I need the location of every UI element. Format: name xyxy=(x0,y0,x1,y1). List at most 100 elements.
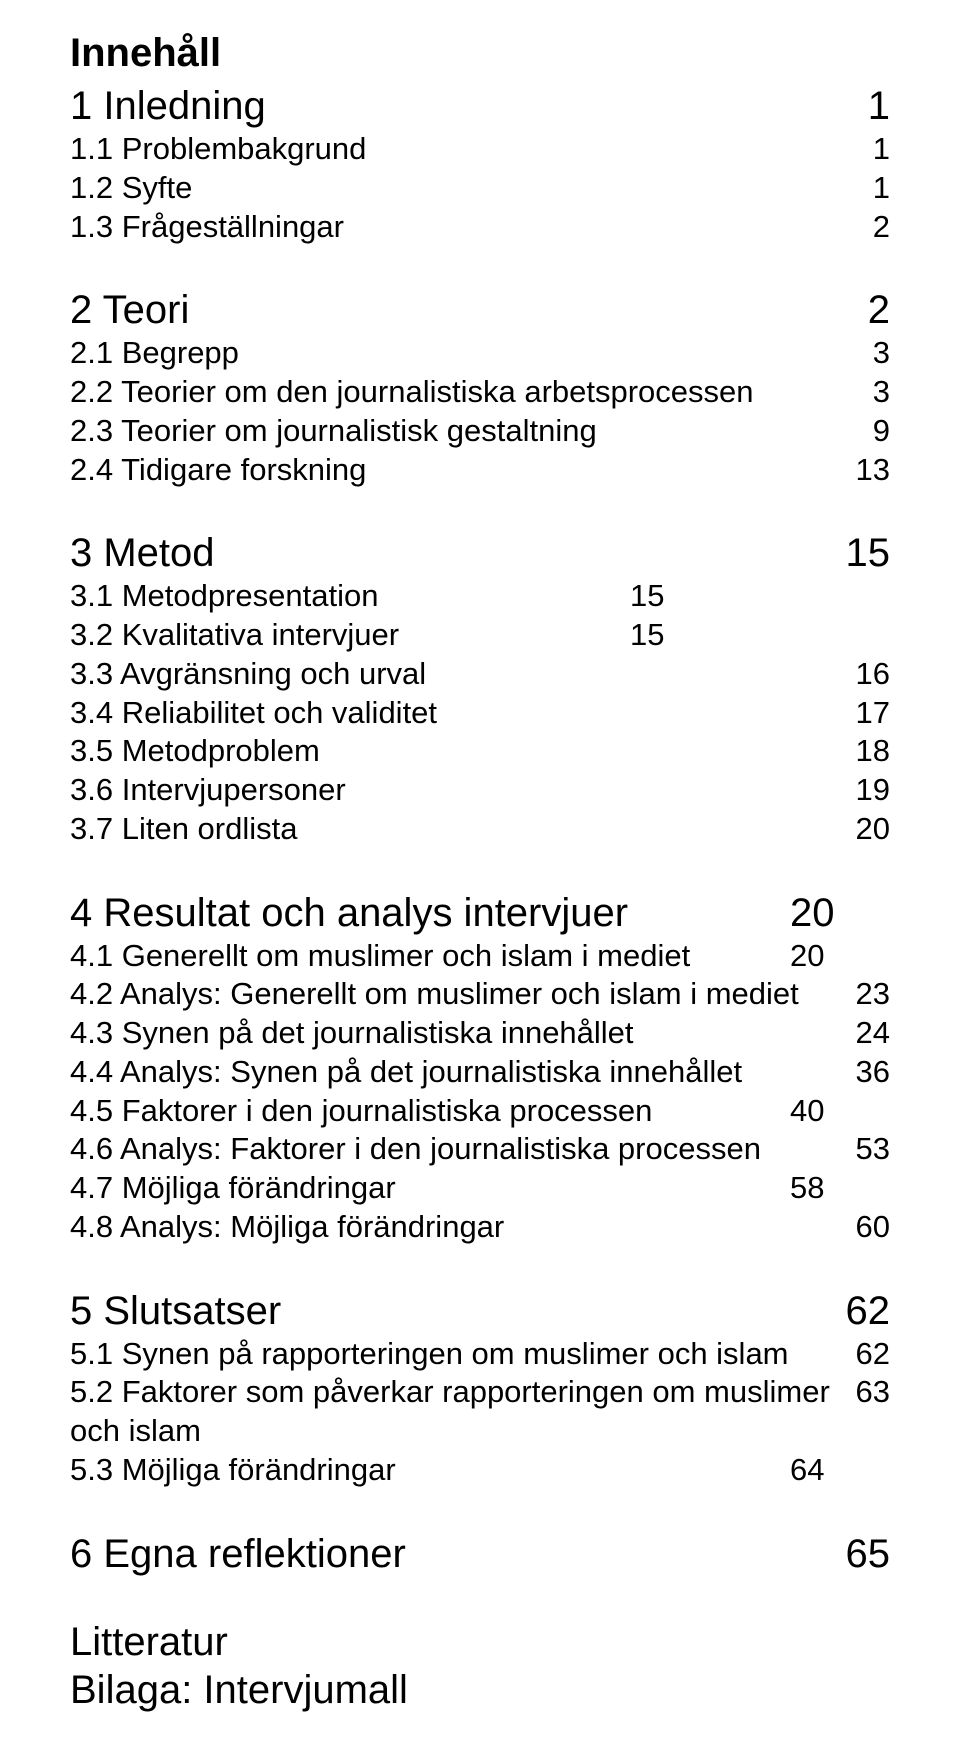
toc-entry-label: 3.7 Liten ordlista xyxy=(70,810,297,849)
toc-entry-label: 3.3 Avgränsning och urval xyxy=(70,655,426,694)
toc-entry: 5.1 Synen på rapporteringen om muslimer … xyxy=(70,1335,890,1374)
toc-entry: 4.3 Synen på det journalistiska innehåll… xyxy=(70,1014,890,1053)
toc-entry: 3.4 Reliabilitet och validitet 17 xyxy=(70,694,890,733)
toc-entry-page: 63 xyxy=(856,1373,890,1412)
toc-head-page: 1 xyxy=(868,82,890,130)
toc-entry: 4.6 Analys: Faktorer i den journalistisk… xyxy=(70,1130,890,1169)
toc-entry-label: 3.2 Kvalitativa intervjuer xyxy=(70,616,399,655)
toc-entry-page: 19 xyxy=(856,771,890,810)
toc-entry-label: 5.1 Synen på rapporteringen om muslimer … xyxy=(70,1335,789,1374)
toc-section-head: 2 Teori 2 xyxy=(70,286,890,334)
toc-entry: 4.4 Analys: Synen på det journalistiska … xyxy=(70,1053,890,1092)
toc-entry-label: 2.1 Begrepp xyxy=(70,334,239,373)
toc-entry: 3.3 Avgränsning och urval 16 xyxy=(70,655,890,694)
toc-entry-label: 4.5 Faktorer i den journalistiska proces… xyxy=(70,1092,652,1131)
toc-entry-label: 5.3 Möjliga förändringar xyxy=(70,1451,396,1490)
toc-head-label: 3 Metod xyxy=(70,529,215,577)
toc-entry-label: 2.3 Teorier om journalistisk gestaltning xyxy=(70,412,597,451)
toc-title: Innehåll xyxy=(70,30,890,76)
toc-entry-page: 17 xyxy=(856,694,890,733)
toc-entry-label: 4.6 Analys: Faktorer i den journalistisk… xyxy=(70,1130,761,1169)
toc-entry-page: 15 xyxy=(630,616,890,655)
toc-entry-page: 23 xyxy=(856,975,890,1014)
toc-entry: 3.5 Metodproblem 18 xyxy=(70,732,890,771)
toc-head-label: 2 Teori xyxy=(70,286,189,334)
toc-section-1: 1 Inledning 1 1.1 Problembakgrund 1 1.2 … xyxy=(70,82,890,246)
toc-entry-page: 36 xyxy=(856,1053,890,1092)
toc-entry: 1.1 Problembakgrund 1 xyxy=(70,130,890,169)
toc-head-page: 65 xyxy=(846,1530,891,1578)
toc-entry-label: 4.4 Analys: Synen på det journalistiska … xyxy=(70,1053,742,1092)
toc-entry-label: 3.1 Metodpresentation xyxy=(70,577,379,616)
toc-entry-label: 1.3 Frågeställningar xyxy=(70,208,344,247)
toc-entry-label: 3.5 Metodproblem xyxy=(70,732,320,771)
toc-entry: 4.8 Analys: Möjliga förändringar 60 xyxy=(70,1208,890,1247)
toc-entry-label: 4.7 Möjliga förändringar xyxy=(70,1169,396,1208)
toc-entry: 1.2 Syfte 1 xyxy=(70,169,890,208)
toc-entry-label: 2.4 Tidigare forskning xyxy=(70,451,366,490)
toc-entry-page: 58 xyxy=(790,1169,890,1208)
toc-head-page: 15 xyxy=(846,529,891,577)
toc-entry-label: och islam xyxy=(70,1412,201,1451)
toc-entry: 2.1 Begrepp 3 xyxy=(70,334,890,373)
toc-entry: 2.4 Tidigare forskning 13 xyxy=(70,451,890,490)
toc-entry: 5.3 Möjliga förändringar 64 xyxy=(70,1451,890,1490)
toc-entry-page: 40 xyxy=(790,1092,890,1131)
toc-entry-label: 1.2 Syfte xyxy=(70,169,192,208)
toc-section-head: 4 Resultat och analys intervjuer 20 xyxy=(70,889,890,937)
toc-entry-label: 4.1 Generellt om muslimer och islam i me… xyxy=(70,937,690,976)
toc-entry: 3.1 Metodpresentation 15 xyxy=(70,577,890,616)
toc-head-label: 5 Slutsatser xyxy=(70,1287,281,1335)
toc-entry: 2.2 Teorier om den journalistiska arbets… xyxy=(70,373,890,412)
toc-entry: 4.5 Faktorer i den journalistiska proces… xyxy=(70,1092,890,1131)
toc-head-page: 62 xyxy=(846,1287,891,1335)
toc-entry-label: 5.2 Faktorer som påverkar rapporteringen… xyxy=(70,1373,830,1412)
toc-entry: 4.2 Analys: Generellt om muslimer och is… xyxy=(70,975,890,1014)
toc-litteratur: Litteratur xyxy=(70,1618,890,1666)
toc-entry-page: 60 xyxy=(856,1208,890,1247)
toc-entry: 3.6 Intervjupersoner 19 xyxy=(70,771,890,810)
toc-section-3: 3 Metod 15 3.1 Metodpresentation 15 3.2 … xyxy=(70,529,890,848)
toc-entry-page: 62 xyxy=(856,1335,890,1374)
toc-section-head: 6 Egna reflektioner 65 xyxy=(70,1530,890,1578)
toc-tail: Litteratur Bilaga: Intervjumall xyxy=(70,1618,890,1714)
toc-entry-page: 15 xyxy=(630,577,890,616)
toc-entry-page: 9 xyxy=(873,412,890,451)
toc-entry-page: 3 xyxy=(873,373,890,412)
toc-entry-label: 4.3 Synen på det journalistiska innehåll… xyxy=(70,1014,634,1053)
toc-section-head: 5 Slutsatser 62 xyxy=(70,1287,890,1335)
toc-entry-label: 4.2 Analys: Generellt om muslimer och is… xyxy=(70,975,799,1014)
toc-section-5: 5 Slutsatser 62 5.1 Synen på rapporterin… xyxy=(70,1287,890,1490)
toc-entry: 4.1 Generellt om muslimer och islam i me… xyxy=(70,937,890,976)
toc-section-6: 6 Egna reflektioner 65 xyxy=(70,1530,890,1578)
toc-entry-page: 1 xyxy=(873,169,890,208)
toc-entry-page: 1 xyxy=(873,130,890,169)
toc-entry-page: 3 xyxy=(873,334,890,373)
toc-entry-page: 53 xyxy=(856,1130,890,1169)
toc-entry-label: 4.8 Analys: Möjliga förändringar xyxy=(70,1208,504,1247)
toc-entry-page: 20 xyxy=(790,937,890,976)
toc-entry-page: 24 xyxy=(856,1014,890,1053)
toc-entry-label: 1.1 Problembakgrund xyxy=(70,130,366,169)
toc-head-page: 2 xyxy=(868,286,890,334)
toc-section-2: 2 Teori 2 2.1 Begrepp 3 2.2 Teorier om d… xyxy=(70,286,890,489)
toc-entry-page: 2 xyxy=(873,208,890,247)
toc-entry: och islam xyxy=(70,1412,890,1451)
toc-entry-page: 18 xyxy=(856,732,890,771)
toc-entry: 2.3 Teorier om journalistisk gestaltning… xyxy=(70,412,890,451)
toc-section-4: 4 Resultat och analys intervjuer 20 4.1 … xyxy=(70,889,890,1247)
toc-entry-page: 16 xyxy=(856,655,890,694)
toc-entry-page: 13 xyxy=(856,451,890,490)
toc-entry: 3.2 Kvalitativa intervjuer 15 xyxy=(70,616,890,655)
toc-head-page: 20 xyxy=(790,889,890,937)
toc-head-label: 4 Resultat och analys intervjuer xyxy=(70,889,628,937)
toc-head-label: 6 Egna reflektioner xyxy=(70,1530,406,1578)
toc-bilaga: Bilaga: Intervjumall xyxy=(70,1666,890,1714)
toc-section-head: 1 Inledning 1 xyxy=(70,82,890,130)
toc-page: Innehåll 1 Inledning 1 1.1 Problembakgru… xyxy=(0,0,960,1754)
toc-entry: 3.7 Liten ordlista 20 xyxy=(70,810,890,849)
toc-section-head: 3 Metod 15 xyxy=(70,529,890,577)
toc-entry-label: 2.2 Teorier om den journalistiska arbets… xyxy=(70,373,754,412)
toc-entry-page: 20 xyxy=(856,810,890,849)
toc-entry: 1.3 Frågeställningar 2 xyxy=(70,208,890,247)
